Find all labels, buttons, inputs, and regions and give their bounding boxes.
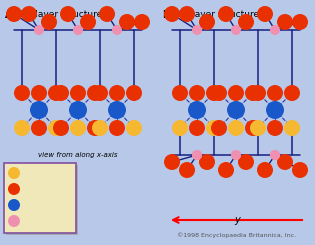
- Circle shape: [53, 120, 69, 136]
- Circle shape: [109, 120, 125, 136]
- Circle shape: [250, 120, 266, 136]
- Circle shape: [267, 120, 283, 136]
- Circle shape: [87, 85, 103, 101]
- Circle shape: [164, 6, 180, 22]
- Text: view from along x-axis: view from along x-axis: [38, 152, 118, 158]
- Circle shape: [277, 14, 293, 30]
- Circle shape: [211, 85, 227, 101]
- Circle shape: [231, 150, 241, 160]
- Circle shape: [188, 101, 206, 119]
- Circle shape: [99, 6, 115, 22]
- Circle shape: [211, 120, 227, 136]
- Circle shape: [126, 120, 142, 136]
- Circle shape: [292, 14, 308, 30]
- Circle shape: [134, 14, 150, 30]
- Text: A: A: [5, 10, 13, 20]
- Circle shape: [227, 101, 245, 119]
- Circle shape: [112, 25, 122, 35]
- Circle shape: [228, 120, 244, 136]
- Circle shape: [164, 154, 180, 170]
- Circle shape: [14, 85, 30, 101]
- Circle shape: [199, 14, 215, 30]
- Circle shape: [218, 6, 234, 22]
- Circle shape: [31, 85, 47, 101]
- Circle shape: [92, 120, 108, 136]
- Circle shape: [292, 162, 308, 178]
- Circle shape: [70, 85, 86, 101]
- Circle shape: [231, 150, 241, 160]
- Circle shape: [284, 120, 300, 136]
- Circle shape: [69, 101, 87, 119]
- Circle shape: [87, 120, 103, 136]
- Circle shape: [284, 85, 300, 101]
- Circle shape: [179, 162, 195, 178]
- Bar: [6, 165, 78, 235]
- Circle shape: [206, 120, 222, 136]
- Circle shape: [266, 101, 284, 119]
- Circle shape: [189, 85, 205, 101]
- Circle shape: [270, 150, 280, 160]
- Circle shape: [80, 14, 96, 30]
- Circle shape: [172, 120, 188, 136]
- Circle shape: [126, 85, 142, 101]
- Text: y: y: [234, 215, 240, 225]
- Circle shape: [192, 150, 202, 160]
- Text: B: B: [162, 10, 169, 20]
- Circle shape: [257, 162, 273, 178]
- Circle shape: [8, 215, 20, 227]
- Circle shape: [70, 120, 86, 136]
- Bar: [4, 163, 76, 233]
- Circle shape: [14, 120, 30, 136]
- Circle shape: [189, 120, 205, 136]
- Circle shape: [277, 154, 293, 170]
- Text: silicon: silicon: [24, 217, 49, 225]
- Circle shape: [218, 162, 234, 178]
- Circle shape: [48, 85, 64, 101]
- Circle shape: [228, 85, 244, 101]
- Circle shape: [245, 120, 261, 136]
- Circle shape: [6, 6, 22, 22]
- Text: ©1998 Encyclopaedia Britannica, Inc.: ©1998 Encyclopaedia Britannica, Inc.: [177, 232, 296, 238]
- Text: hydroxyl: hydroxyl: [24, 169, 57, 177]
- Circle shape: [257, 6, 273, 22]
- Circle shape: [60, 6, 76, 22]
- Circle shape: [53, 85, 69, 101]
- Circle shape: [109, 85, 125, 101]
- Circle shape: [41, 14, 57, 30]
- Circle shape: [206, 85, 222, 101]
- Circle shape: [267, 85, 283, 101]
- Text: 2:1 layer structures: 2:1 layer structures: [175, 10, 264, 19]
- Circle shape: [73, 25, 83, 35]
- Circle shape: [8, 167, 20, 179]
- Circle shape: [172, 85, 188, 101]
- Circle shape: [245, 85, 261, 101]
- Circle shape: [92, 85, 108, 101]
- Circle shape: [270, 150, 280, 160]
- Text: oxygen: oxygen: [24, 184, 52, 194]
- Circle shape: [238, 14, 254, 30]
- Circle shape: [30, 101, 48, 119]
- Circle shape: [192, 25, 202, 35]
- Circle shape: [238, 154, 254, 170]
- Circle shape: [250, 85, 266, 101]
- Circle shape: [119, 14, 135, 30]
- Circle shape: [48, 120, 64, 136]
- Circle shape: [199, 154, 215, 170]
- Circle shape: [8, 199, 20, 211]
- Circle shape: [8, 183, 20, 195]
- Circle shape: [34, 25, 44, 35]
- Circle shape: [270, 25, 280, 35]
- Circle shape: [231, 25, 241, 35]
- Circle shape: [21, 6, 37, 22]
- Text: aluminum: aluminum: [24, 200, 63, 209]
- Text: 1:1 layer structures: 1:1 layer structures: [18, 10, 107, 19]
- Circle shape: [192, 150, 202, 160]
- Circle shape: [179, 6, 195, 22]
- Circle shape: [108, 101, 126, 119]
- Circle shape: [31, 120, 47, 136]
